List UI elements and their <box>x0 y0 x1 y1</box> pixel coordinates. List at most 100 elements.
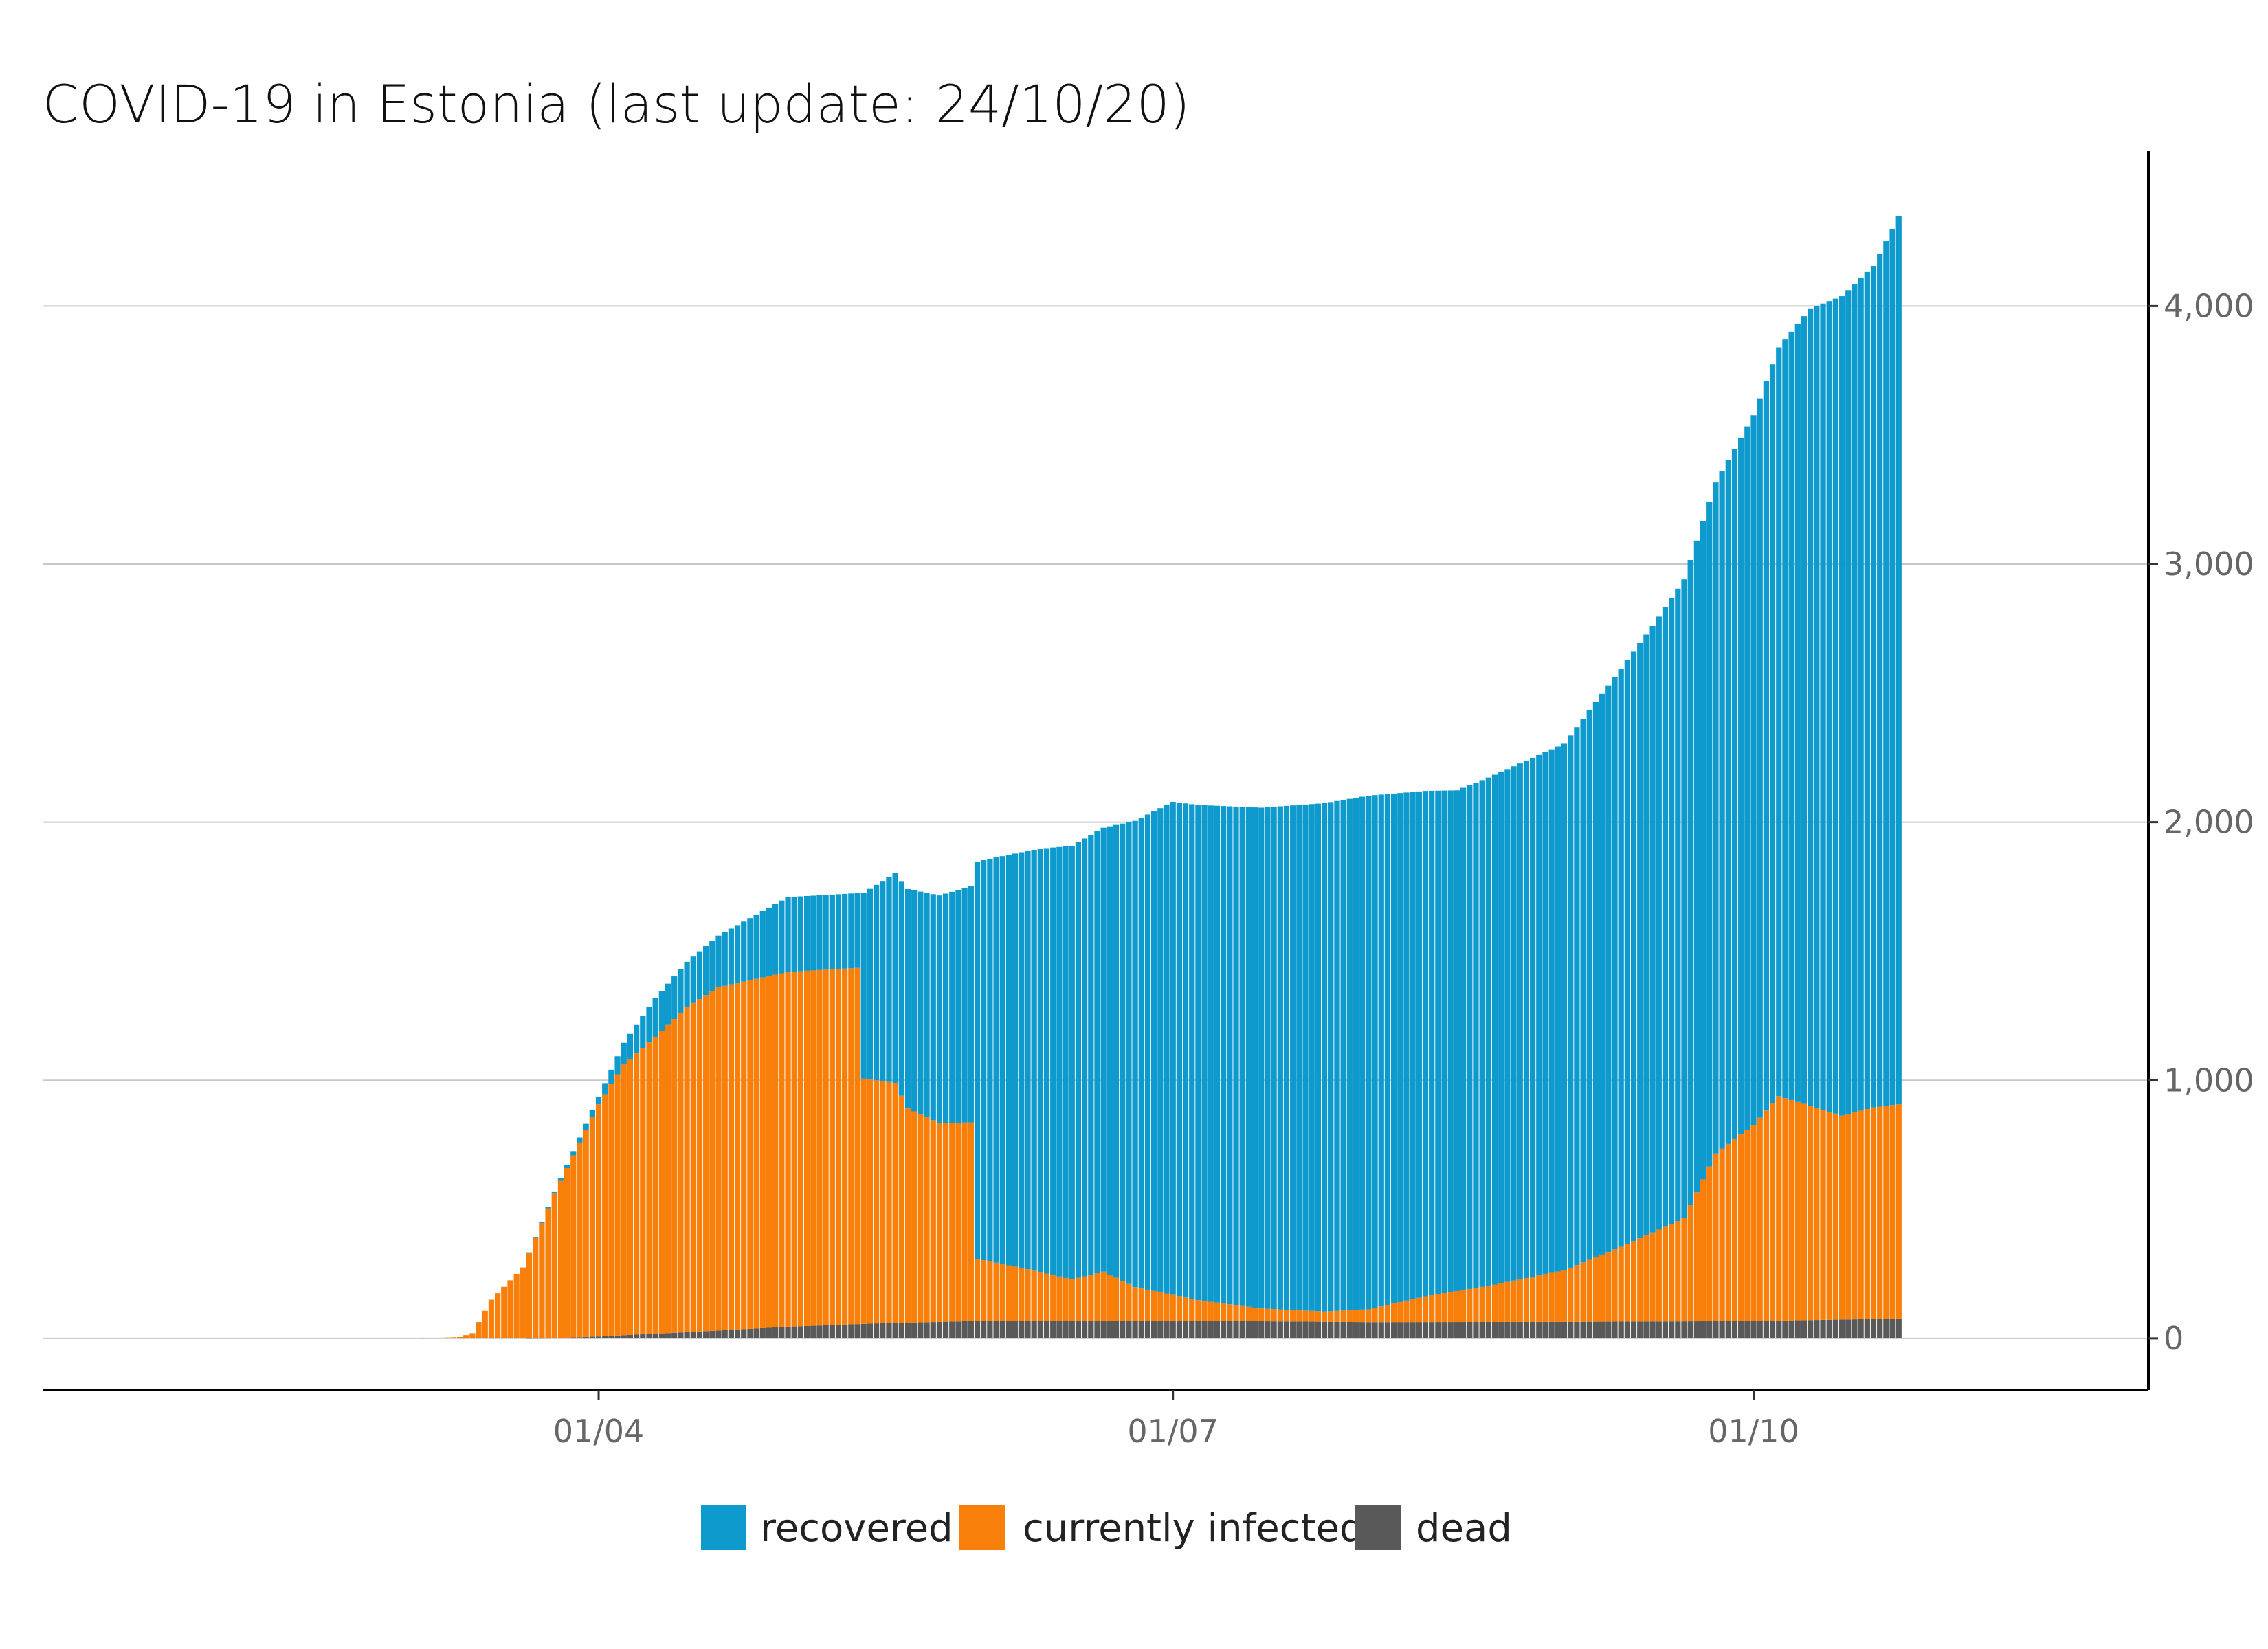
bar-dead <box>772 1327 779 1338</box>
bar-recovered <box>924 893 930 1118</box>
bar-recovered <box>1378 794 1384 1307</box>
bar-dead <box>1164 1320 1170 1338</box>
legend-swatch-currently-infected <box>959 1505 1005 1550</box>
bar-dead <box>1176 1321 1182 1338</box>
bar-currently-infected <box>476 1322 482 1338</box>
x-tick-label-2: 01/10 <box>1708 1413 1799 1450</box>
bar-currently-infected <box>1195 1300 1201 1321</box>
bar-dead <box>1346 1321 1353 1338</box>
bar-currently-infected <box>1005 1265 1012 1321</box>
legend-swatch-dead <box>1355 1505 1401 1550</box>
bar-dead <box>892 1323 898 1338</box>
bar-recovered <box>1693 540 1700 1193</box>
y-tick-label-3: 3,000 <box>2164 546 2254 583</box>
bar-recovered <box>999 856 1005 1264</box>
bar-recovered <box>1397 793 1403 1302</box>
bar-recovered <box>533 1237 539 1238</box>
bar-dead <box>709 1330 715 1338</box>
bar-recovered <box>1283 805 1290 1310</box>
bar-dead <box>1025 1321 1031 1338</box>
bar-currently-infected <box>772 974 779 1327</box>
bar-dead <box>1763 1321 1770 1338</box>
bar-currently-infected <box>1511 1280 1517 1322</box>
bar-currently-infected <box>577 1142 583 1338</box>
bar-recovered <box>583 1123 589 1130</box>
bar-currently-infected <box>1069 1279 1075 1321</box>
bar-dead <box>608 1336 614 1338</box>
bar-currently-infected <box>456 1337 463 1338</box>
bar-dead <box>1296 1321 1302 1338</box>
bar-currently-infected <box>880 1081 886 1323</box>
bar-currently-infected <box>1700 1179 1706 1321</box>
bar-currently-infected <box>564 1168 570 1338</box>
bar-dead <box>1189 1321 1195 1338</box>
bar-dead <box>785 1326 791 1338</box>
bar-currently-infected <box>1422 1296 1429 1323</box>
bar-currently-infected <box>463 1335 469 1338</box>
bar-dead <box>1814 1320 1820 1338</box>
bar-recovered <box>1050 847 1056 1275</box>
bar-dead <box>823 1325 829 1338</box>
bar-dead <box>816 1325 823 1338</box>
bar-currently-infected <box>1832 1113 1839 1320</box>
bar-dead <box>766 1327 772 1338</box>
bar-dead <box>1498 1321 1504 1338</box>
bar-recovered <box>1043 848 1050 1274</box>
bar-currently-infected <box>1845 1114 1852 1320</box>
bar-currently-infected <box>1290 1310 1296 1322</box>
bar-currently-infected <box>1208 1301 1214 1321</box>
bar-currently-infected <box>1801 1103 1808 1321</box>
bar-recovered <box>1151 811 1157 1291</box>
bar-dead <box>1864 1319 1870 1338</box>
bar-dead <box>614 1335 621 1338</box>
bar-dead <box>968 1321 974 1338</box>
bar-currently-infected <box>1592 1257 1599 1322</box>
bar-dead <box>886 1323 892 1338</box>
bar-dead <box>545 1338 551 1339</box>
bar-dead <box>961 1321 968 1338</box>
bar-dead <box>1334 1321 1340 1338</box>
bar-dead <box>1788 1320 1794 1338</box>
bar-currently-infected <box>1233 1305 1239 1321</box>
bar-dead <box>1731 1321 1738 1338</box>
bar-recovered <box>1523 761 1530 1279</box>
bar-currently-infected <box>1838 1115 1845 1320</box>
bar-recovered <box>1618 669 1624 1247</box>
bar-currently-infected <box>1523 1278 1530 1322</box>
x-axis-ticks: 01/04 01/07 01/10 <box>553 1390 1799 1450</box>
bar-currently-infected <box>520 1267 526 1338</box>
bar-dead <box>665 1333 671 1338</box>
bar-dead <box>1107 1321 1113 1338</box>
bar-currently-infected <box>621 1064 627 1336</box>
bar-dead <box>1889 1319 1895 1338</box>
bar-currently-infected <box>1296 1310 1302 1322</box>
bar-recovered <box>829 894 835 969</box>
bar-recovered <box>1164 805 1170 1294</box>
bar-dead <box>1548 1321 1555 1338</box>
bar-dead <box>1290 1321 1296 1338</box>
bar-currently-infected <box>1390 1303 1397 1323</box>
bar-dead <box>1214 1321 1221 1338</box>
bar-currently-infected <box>1870 1107 1877 1319</box>
bar-currently-infected <box>1182 1297 1189 1321</box>
bar-currently-infected <box>1302 1310 1309 1322</box>
bar-recovered <box>1107 826 1113 1275</box>
bar-currently-infected <box>671 1019 678 1333</box>
bar-recovered <box>803 896 810 971</box>
bar-recovered <box>1662 607 1669 1227</box>
bar-dead <box>842 1324 848 1338</box>
bar-currently-infected <box>1624 1244 1630 1322</box>
bar-currently-infected <box>747 980 753 1329</box>
bar-currently-infected <box>759 977 766 1328</box>
bar-currently-infected <box>1429 1295 1435 1323</box>
bar-currently-infected <box>494 1293 501 1338</box>
bar-recovered <box>1239 807 1245 1306</box>
bar-currently-infected <box>999 1264 1005 1321</box>
bar-currently-infected <box>1599 1254 1605 1322</box>
bar-dead <box>1239 1321 1245 1338</box>
bar-currently-infected <box>1447 1292 1454 1323</box>
bar-recovered <box>1447 790 1454 1292</box>
bar-currently-infected <box>419 1338 425 1339</box>
bar-currently-infected <box>1151 1290 1157 1321</box>
bar-dead <box>1536 1321 1542 1338</box>
